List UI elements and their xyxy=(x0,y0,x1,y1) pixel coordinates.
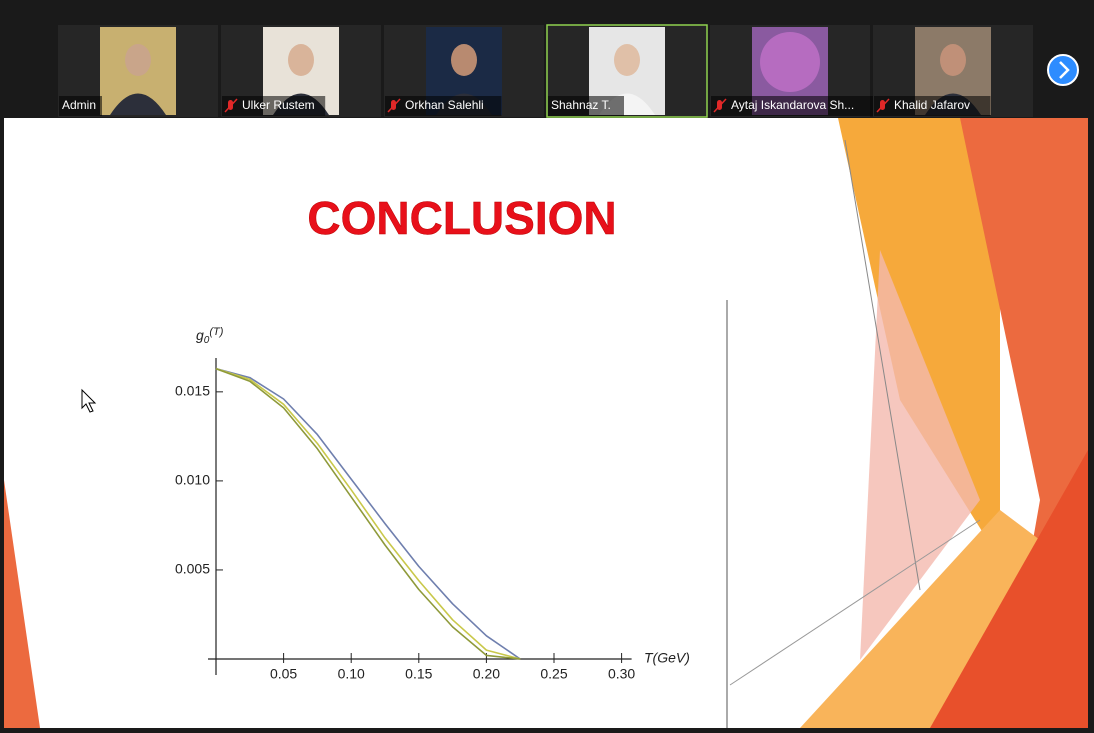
name-label-bg xyxy=(222,96,326,116)
data-line xyxy=(215,367,521,660)
muted-icon-slash xyxy=(713,98,727,113)
y-tick-label: 0.010 xyxy=(175,472,210,488)
muted-icon-slash xyxy=(224,98,238,113)
participant-face xyxy=(125,44,151,76)
name-label-bg xyxy=(59,96,102,116)
y-tick-label: 0.005 xyxy=(175,561,210,577)
data-line xyxy=(215,367,521,660)
mouse-cursor xyxy=(81,388,97,413)
participant-avatar xyxy=(760,32,820,92)
x-tick-label: 0.05 xyxy=(270,666,297,682)
participant-name: Ulker Rustem xyxy=(242,98,315,112)
participant-tiles: Admin Ulker Rustem Orkhan Salehli Shahnaz T… xyxy=(58,24,1033,118)
slide-deco xyxy=(4,480,40,728)
x-axis-label: T(GeV) xyxy=(644,650,690,666)
slide-deco-line xyxy=(844,139,921,591)
chart: 0.05 0.10 0.15 0.20 0.25 0.30 0.005 0.010 0.015 T… xyxy=(175,326,690,682)
participant-body xyxy=(110,93,166,115)
name-label-bg xyxy=(385,96,502,116)
next-page-button[interactable] xyxy=(1047,54,1079,86)
name-label-bg xyxy=(548,96,624,116)
participant-name: Khalid Jafarov xyxy=(894,98,970,112)
participant-face xyxy=(451,44,477,76)
data-line xyxy=(215,367,521,660)
y-axis-label: g0(T) xyxy=(196,326,224,346)
participant-name: Aytaj Iskandarova Sh... xyxy=(731,98,854,112)
slide-deco-line xyxy=(729,519,981,686)
participant-name: Shahnaz T. xyxy=(551,98,611,112)
name-label-bg xyxy=(874,96,991,116)
x-tick-label: 0.25 xyxy=(540,666,567,682)
y-axis-label-arg: (T) xyxy=(209,326,223,338)
participant-name: Admin xyxy=(62,98,96,112)
muted-icon-slash xyxy=(876,98,890,113)
participant-name: Orkhan Salehli xyxy=(405,98,484,112)
next-icon xyxy=(1059,61,1070,79)
slide-deco xyxy=(930,450,1088,728)
participant-face xyxy=(288,44,314,76)
bottom-bar xyxy=(0,728,1094,733)
slide-title: CONCLUSION xyxy=(307,192,616,244)
participant-face xyxy=(614,44,640,76)
x-tick-label: 0.20 xyxy=(473,666,500,682)
y-axis-label-symbol: g xyxy=(196,327,204,343)
slide-deco xyxy=(860,250,980,660)
participant-face xyxy=(940,44,966,76)
muted-icon-slash xyxy=(387,98,401,113)
slide: CONCLUSION xyxy=(4,118,1088,728)
x-tick-label: 0.10 xyxy=(338,666,365,682)
x-tick-label: 0.15 xyxy=(405,666,432,682)
x-tick-label: 0.30 xyxy=(608,666,635,682)
name-label-bg xyxy=(711,96,887,116)
y-tick-label: 0.015 xyxy=(175,383,210,399)
y-axis-label-sub: 0 xyxy=(204,335,210,346)
